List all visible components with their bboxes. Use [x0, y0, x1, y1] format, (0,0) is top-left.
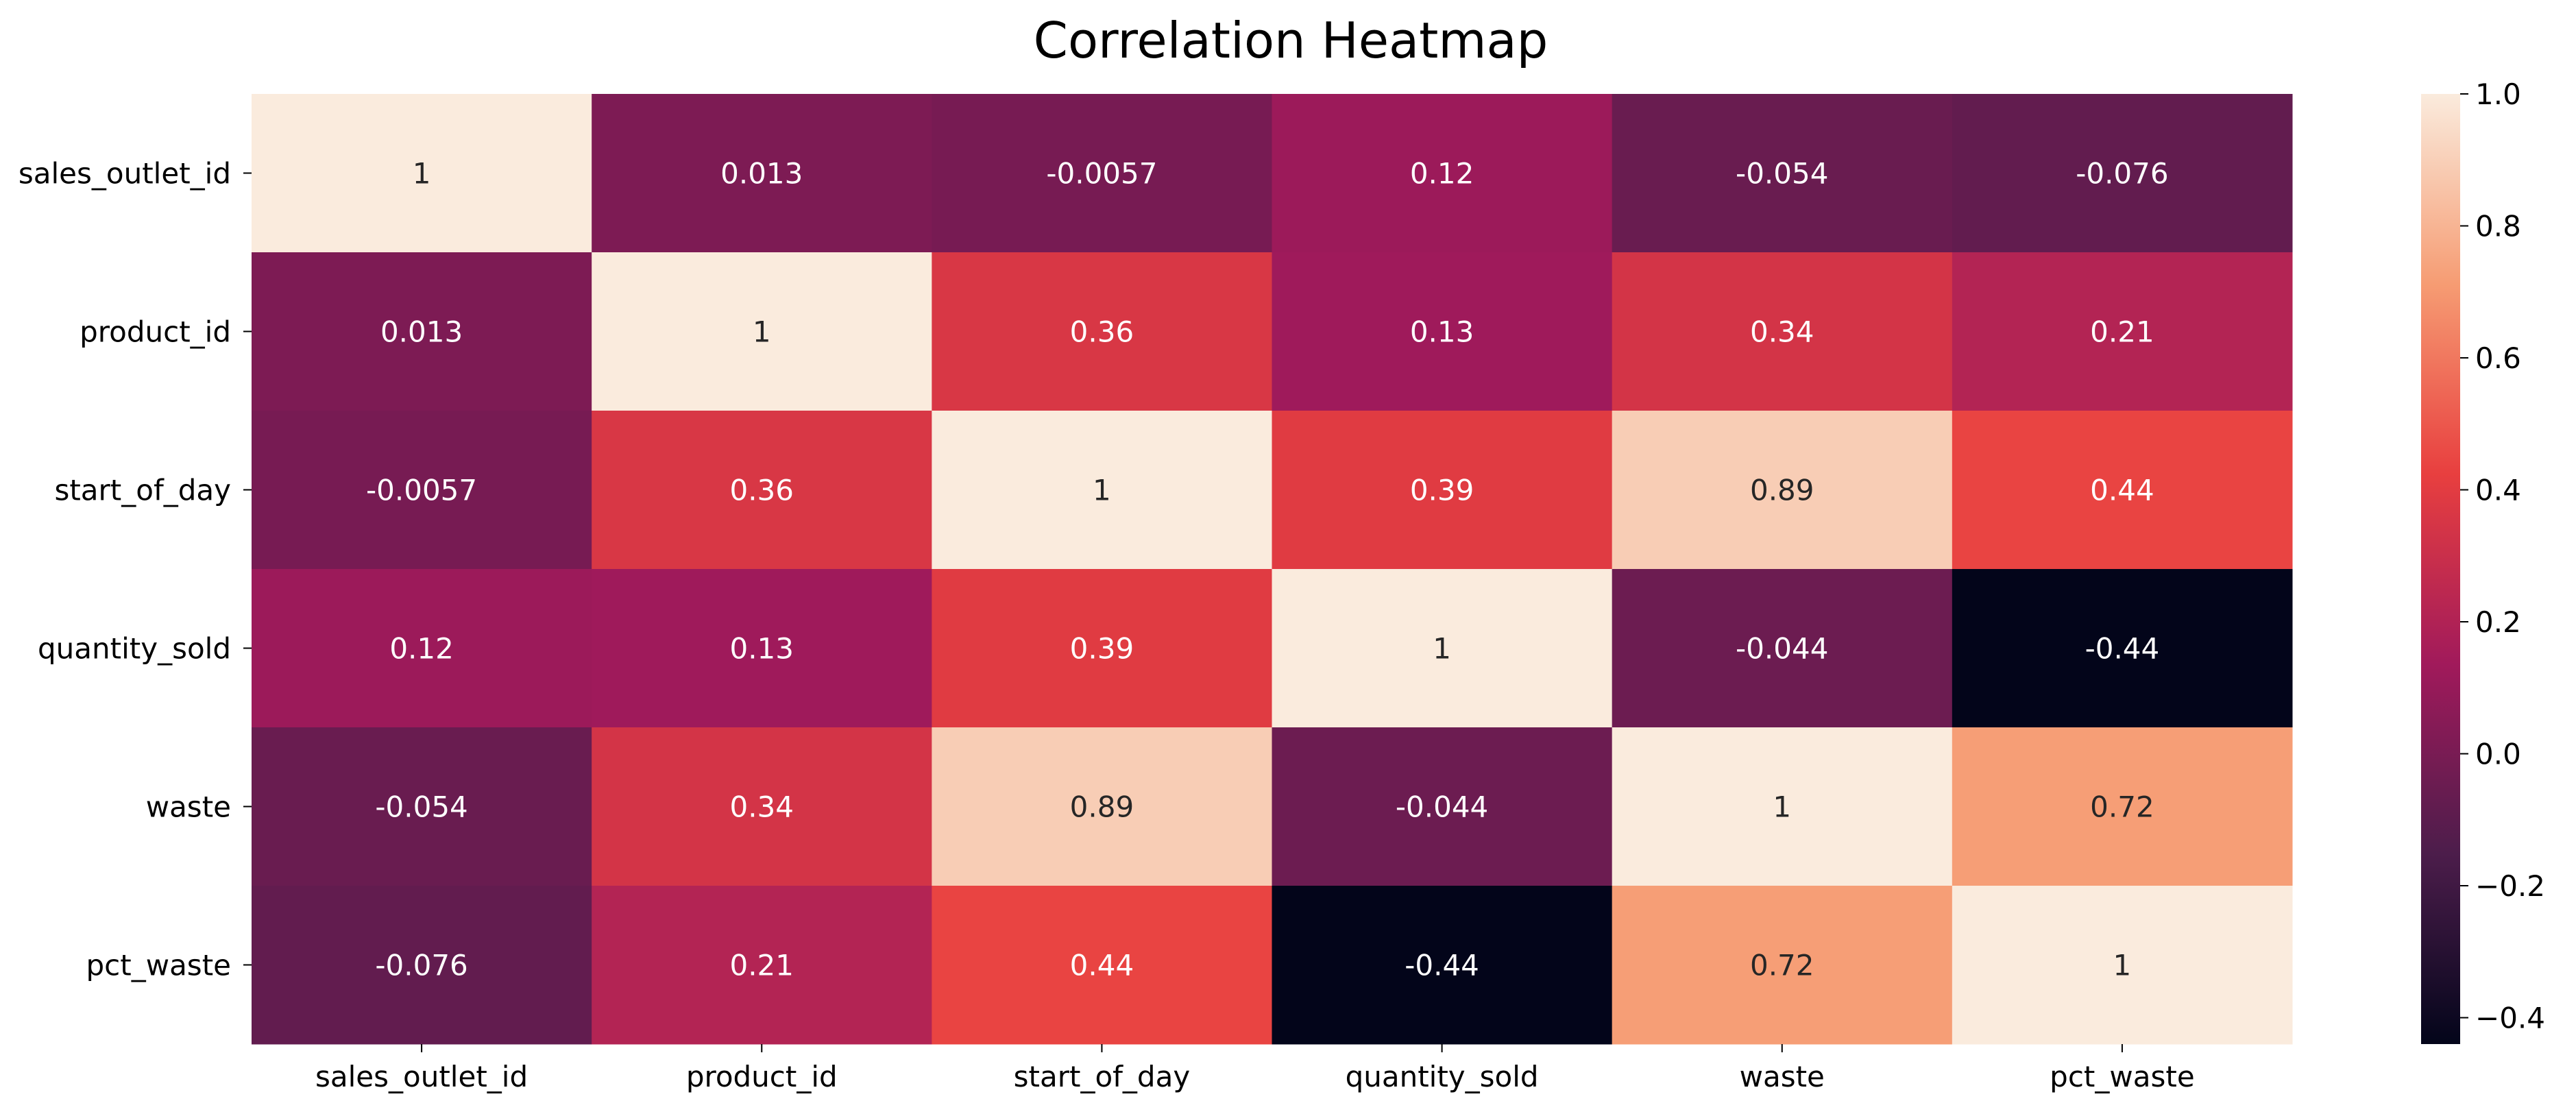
y-tick-label: sales_outlet_id	[19, 157, 231, 191]
cell-value-label: 1	[1093, 474, 1111, 507]
heatmap-cell	[592, 94, 932, 253]
heatmap-cell	[1952, 252, 2293, 411]
heatmap-cell	[1272, 411, 1613, 570]
cell-value-label: 0.21	[2090, 315, 2154, 349]
cell-value-label: -0.044	[1736, 632, 1828, 666]
heatmap-cell	[592, 727, 932, 886]
cell-value-label: 1	[2113, 949, 2132, 982]
heatmap-cell	[252, 569, 592, 728]
cell-value-label: 0.39	[1410, 474, 1474, 507]
colorbar-tick-label: 0.2	[2475, 605, 2521, 639]
heatmap-cell	[252, 727, 592, 886]
colorbar-tick-label: 0.6	[2475, 341, 2521, 375]
y-tick-label: product_id	[80, 315, 231, 349]
heatmap-cell	[252, 94, 592, 253]
heatmap-cell	[932, 94, 1272, 253]
cell-value-label: 0.013	[380, 315, 463, 349]
cell-value-label: 0.36	[729, 474, 794, 507]
x-tick-label: product_id	[686, 1060, 838, 1093]
heatmap-cell	[252, 886, 592, 1045]
x-tick-label: pct_waste	[2050, 1060, 2195, 1093]
heatmap-cell	[1612, 886, 1953, 1045]
cell-value-label: 1	[413, 157, 431, 191]
heatmap-cells: 1 0.013 -0.0057 0.12 -0.054 -0.076 0.013 1 0.36 0…	[252, 94, 2293, 1045]
heatmap-cell	[1952, 94, 2293, 253]
heatmap-cell	[1612, 727, 1953, 886]
colorbar-gradient	[2421, 94, 2460, 1044]
colorbar: 1.0 0.8 0.6 0.4 0.2 0.0 −0.2 −0.4	[2421, 77, 2545, 1044]
cell-value-label: -0.044	[1396, 790, 1488, 824]
heatmap-cell	[1272, 886, 1613, 1045]
heatmap-cell	[1272, 569, 1613, 728]
heatmap-cell	[1272, 252, 1613, 411]
cell-value-label: 0.34	[1750, 315, 1814, 349]
y-tick-label: start_of_day	[54, 474, 231, 507]
heatmap-cell	[1612, 94, 1953, 253]
cell-value-label: 0.21	[729, 949, 794, 982]
cell-value-label: 0.12	[389, 632, 454, 666]
cell-value-label: -0.076	[375, 949, 467, 982]
colorbar-tick-label: −0.2	[2475, 869, 2545, 903]
cell-value-label: 0.36	[1070, 315, 1134, 349]
cell-value-label: 1	[1773, 790, 1791, 824]
cell-value-label: -0.44	[2085, 632, 2160, 666]
heatmap-cell	[252, 252, 592, 411]
cell-value-label: 1	[1433, 632, 1451, 666]
colorbar-tick-label: 0.0	[2475, 738, 2521, 771]
x-tick-label: waste	[1740, 1060, 1825, 1093]
x-tick-label: sales_outlet_id	[315, 1060, 528, 1093]
x-tick-labels: sales_outlet_id product_id start_of_day qua…	[315, 1044, 2195, 1093]
heatmap-cell	[932, 252, 1272, 411]
heatmap-cell	[932, 569, 1272, 728]
cell-value-label: 0.39	[1070, 632, 1134, 666]
heatmap-cell	[592, 569, 932, 728]
heatmap-cell	[1952, 727, 2293, 886]
colorbar-tick-label: 0.4	[2475, 474, 2521, 507]
cell-value-label: 0.34	[729, 790, 794, 824]
y-tick-label: quantity_sold	[38, 632, 231, 666]
cell-value-label: 0.12	[1410, 157, 1474, 191]
y-tick-labels: sales_outlet_id product_id start_of_dayqua…	[19, 157, 252, 982]
cell-value-label: 0.89	[1070, 790, 1134, 824]
heatmap-cell	[592, 252, 932, 411]
heatmap-cell	[1612, 569, 1953, 728]
heatmap-cell	[1612, 252, 1953, 411]
heatmap-cell	[1612, 411, 1953, 570]
heatmap-cell	[592, 886, 932, 1045]
cell-value-label: 0.013	[720, 157, 803, 191]
colorbar-tick-label: 1.0	[2475, 77, 2521, 111]
cell-value-label: -0.0057	[366, 474, 477, 507]
cell-value-label: -0.44	[1405, 949, 1479, 982]
heatmap-cell	[592, 411, 932, 570]
colorbar-tick-label: −0.4	[2475, 1002, 2545, 1035]
cell-value-label: 0.13	[1410, 315, 1474, 349]
chart-title: Correlation Heatmap	[1034, 12, 1548, 69]
heatmap-cell	[252, 411, 592, 570]
cell-value-label: 0.13	[729, 632, 794, 666]
heatmap-cell	[1272, 727, 1613, 886]
heatmap-cell	[932, 886, 1272, 1045]
y-tick-label: pct_waste	[86, 949, 232, 982]
heatmap-cell	[932, 727, 1272, 886]
x-tick-label: quantity_sold	[1346, 1060, 1539, 1093]
cell-value-label: 0.72	[2090, 790, 2154, 824]
cell-value-label: 0.44	[2090, 474, 2154, 507]
heatmap-cell	[1952, 411, 2293, 570]
cell-value-label: 1	[753, 315, 771, 349]
heatmap-cell	[932, 411, 1272, 570]
heatmap-cell	[1272, 94, 1613, 253]
cell-value-label: -0.0057	[1046, 157, 1157, 191]
cell-value-label: 0.72	[1750, 949, 1814, 982]
cell-value-label: -0.054	[375, 790, 467, 824]
cell-value-label: -0.054	[1736, 157, 1828, 191]
heatmap-cell	[1952, 886, 2293, 1045]
cell-value-label: 0.89	[1750, 474, 1814, 507]
colorbar-tick-label: 0.8	[2475, 210, 2521, 243]
x-tick-label: start_of_day	[1014, 1060, 1191, 1093]
y-tick-label: waste	[146, 790, 231, 824]
cell-value-label: 0.44	[1070, 949, 1134, 982]
cell-value-label: -0.076	[2076, 157, 2168, 191]
heatmap-cell	[1952, 569, 2293, 728]
